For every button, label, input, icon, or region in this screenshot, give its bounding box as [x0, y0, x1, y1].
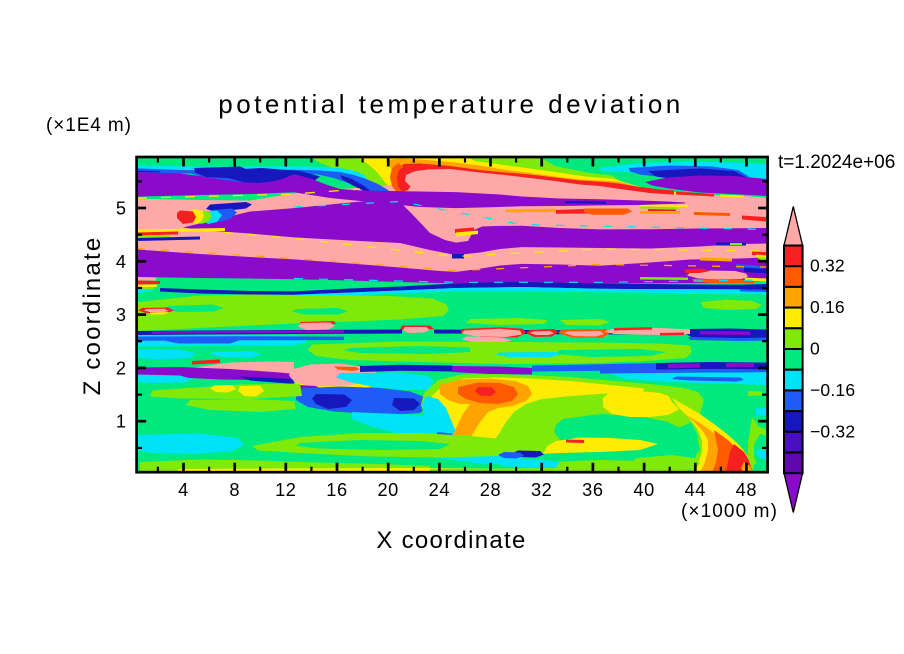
svg-text:28: 28 — [480, 480, 501, 500]
svg-text:X coordinate: X coordinate — [376, 527, 526, 554]
svg-text:40: 40 — [633, 480, 654, 500]
svg-text:32: 32 — [531, 480, 552, 500]
svg-text:t=1.2024e+06: t=1.2024e+06 — [778, 152, 895, 173]
svg-text:48: 48 — [736, 480, 757, 500]
svg-text:potential temperature deviatio: potential temperature deviation — [218, 89, 684, 119]
svg-text:5: 5 — [116, 199, 126, 219]
svg-text:−0.32: −0.32 — [810, 421, 855, 441]
svg-text:20: 20 — [377, 480, 398, 500]
svg-text:4: 4 — [116, 252, 126, 272]
svg-text:0: 0 — [810, 339, 820, 359]
svg-text:4: 4 — [178, 480, 189, 500]
svg-text:8: 8 — [229, 480, 240, 500]
svg-text:1: 1 — [116, 412, 126, 432]
svg-text:12: 12 — [275, 480, 296, 500]
svg-text:(×1E4 m): (×1E4 m) — [46, 115, 132, 136]
svg-text:44: 44 — [685, 480, 706, 500]
svg-text:2: 2 — [116, 358, 126, 378]
svg-text:0.16: 0.16 — [810, 297, 845, 317]
svg-text:0.32: 0.32 — [810, 256, 845, 276]
svg-text:−0.16: −0.16 — [810, 380, 855, 400]
svg-text:36: 36 — [582, 480, 603, 500]
svg-text:3: 3 — [116, 305, 126, 325]
svg-text:(×1000 m): (×1000 m) — [681, 501, 778, 522]
svg-text:16: 16 — [326, 480, 347, 500]
svg-text:Z coordinate: Z coordinate — [79, 236, 106, 396]
svg-text:24: 24 — [429, 480, 450, 500]
